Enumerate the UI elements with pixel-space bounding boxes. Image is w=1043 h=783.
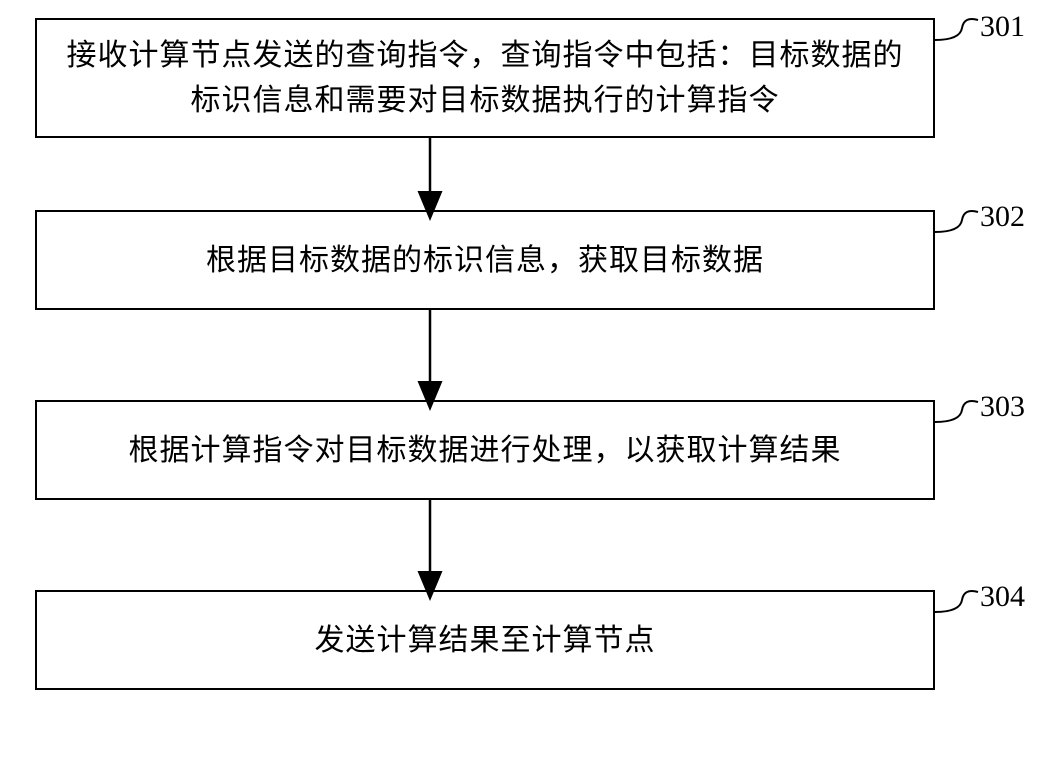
- step-text-303: 根据计算指令对目标数据进行处理，以获取计算结果: [129, 428, 842, 473]
- step-text-304: 发送计算结果至计算节点: [315, 618, 656, 663]
- step-box-303: 根据计算指令对目标数据进行处理，以获取计算结果: [35, 400, 935, 500]
- step-box-302: 根据目标数据的标识信息，获取目标数据: [35, 210, 935, 310]
- step-box-301: 接收计算节点发送的查询指令，查询指令中包括：目标数据的标识信息和需要对目标数据执…: [35, 18, 935, 138]
- step-text-302: 根据目标数据的标识信息，获取目标数据: [206, 238, 764, 283]
- step-label-304: 304: [980, 580, 1025, 614]
- step-text-301: 接收计算节点发送的查询指令，查询指令中包括：目标数据的标识信息和需要对目标数据执…: [57, 33, 913, 123]
- step-label-302: 302: [980, 200, 1025, 234]
- step-box-304: 发送计算结果至计算节点: [35, 590, 935, 690]
- step-label-301: 301: [980, 10, 1025, 44]
- flowchart-canvas: 接收计算节点发送的查询指令，查询指令中包括：目标数据的标识信息和需要对目标数据执…: [0, 0, 1043, 783]
- step-label-303: 303: [980, 390, 1025, 424]
